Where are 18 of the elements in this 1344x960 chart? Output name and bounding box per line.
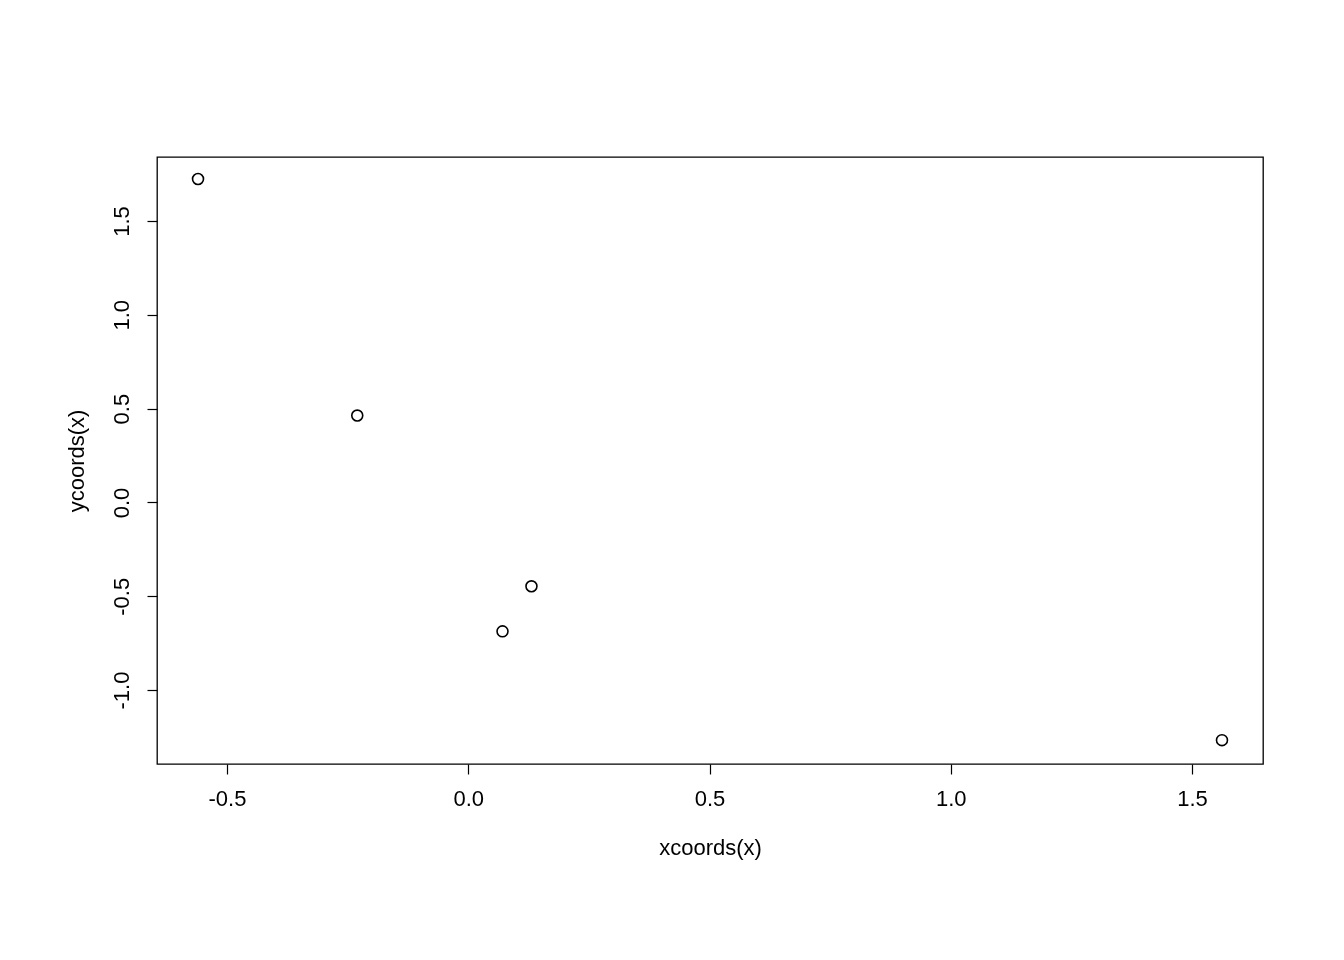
y-tick-label: -0.5 bbox=[108, 577, 134, 616]
point bbox=[350, 409, 364, 422]
point bbox=[1215, 733, 1229, 747]
x-axis-title: xcoords(x) bbox=[659, 834, 762, 860]
x-tick-label: 1.0 bbox=[935, 785, 967, 811]
y-tick-label: 1.0 bbox=[108, 300, 134, 331]
x-tick-label: -0.5 bbox=[208, 785, 247, 811]
x-tick-label: 1.5 bbox=[1177, 785, 1208, 811]
y-tick-label: 1.5 bbox=[108, 206, 134, 237]
point bbox=[496, 625, 509, 638]
x-tick-label: 0.5 bbox=[694, 785, 726, 811]
y-tick-label: 0.0 bbox=[108, 487, 134, 519]
point bbox=[191, 172, 205, 186]
x-tick-label: 0.0 bbox=[453, 785, 485, 811]
y-axis-title: ycoords(x) bbox=[63, 409, 89, 513]
y-tick-label: -1.0 bbox=[108, 671, 134, 710]
y-tick-label: 0.5 bbox=[108, 393, 134, 425]
point bbox=[525, 580, 538, 593]
